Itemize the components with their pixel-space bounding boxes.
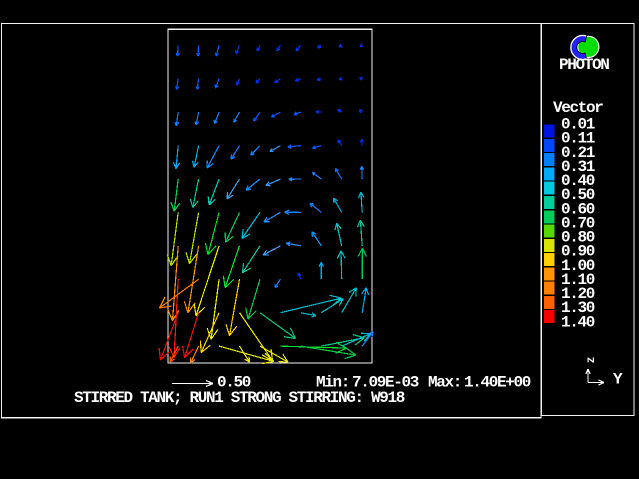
svg-text:0.01: 0.01 [561, 116, 595, 134]
svg-text:Z: Z [587, 357, 598, 363]
svg-text:Vector: Vector [553, 99, 603, 117]
svg-text:1.30: 1.30 [561, 299, 595, 317]
svg-text:1.40E+00: 1.40E+00 [464, 374, 531, 392]
svg-text:0.31: 0.31 [561, 158, 595, 176]
svg-text:0.11: 0.11 [561, 130, 595, 148]
svg-text:1.40: 1.40 [561, 313, 595, 331]
svg-text:1.20: 1.20 [561, 285, 595, 303]
svg-text:Max:: Max: [428, 374, 461, 392]
svg-text:0.80: 0.80 [561, 229, 595, 247]
svg-text:0.50: 0.50 [561, 186, 595, 204]
svg-text:STIRRED TANK; RUN1 STRONG STIR: STIRRED TANK; RUN1 STRONG STIRRING: W918 [74, 389, 405, 407]
svg-text:0.50: 0.50 [217, 374, 251, 392]
svg-text:Y: Y [613, 371, 623, 389]
svg-text:1.10: 1.10 [561, 271, 595, 289]
svg-text:0.90: 0.90 [561, 243, 595, 261]
svg-text:0.60: 0.60 [561, 200, 595, 218]
svg-text:0.21: 0.21 [561, 144, 595, 162]
svg-text:1.00: 1.00 [561, 257, 595, 275]
svg-text:7.09E-03: 7.09E-03 [352, 374, 419, 392]
svg-text:0.70: 0.70 [561, 214, 595, 232]
svg-text:0.40: 0.40 [561, 172, 595, 190]
svg-text:Min:: Min: [316, 374, 349, 392]
svg-text:PHOTON: PHOTON [559, 56, 609, 74]
